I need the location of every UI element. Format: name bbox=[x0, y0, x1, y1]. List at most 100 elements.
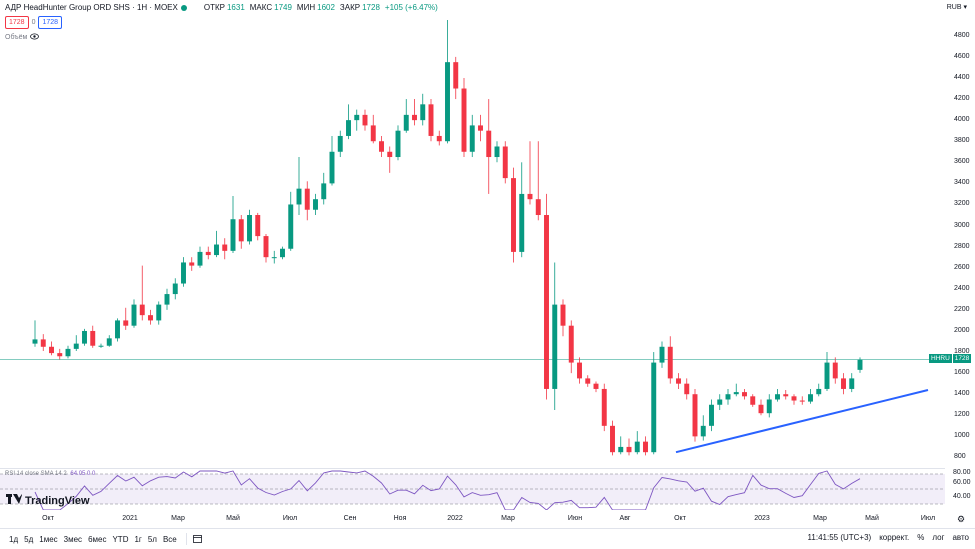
settings-gear-icon[interactable]: ⚙ bbox=[957, 514, 966, 524]
price-tick: 4600 bbox=[954, 52, 970, 60]
candle-body bbox=[362, 114, 368, 126]
price-tick: 4400 bbox=[954, 73, 970, 81]
candle-body bbox=[49, 346, 54, 354]
candle bbox=[420, 93, 426, 126]
candle bbox=[90, 325, 96, 348]
candle-body bbox=[90, 330, 96, 346]
auto-toggle[interactable]: авто bbox=[952, 533, 969, 542]
candle bbox=[354, 109, 360, 131]
candle-body bbox=[659, 346, 665, 363]
candle bbox=[841, 373, 846, 395]
candle-body bbox=[156, 304, 162, 321]
candle bbox=[725, 388, 731, 405]
volume-legend: Объём bbox=[5, 33, 40, 42]
rsi-pane[interactable] bbox=[0, 468, 945, 510]
candle-body bbox=[585, 378, 591, 384]
candle bbox=[387, 146, 393, 173]
candle-body bbox=[370, 125, 376, 142]
candle-body bbox=[519, 193, 525, 252]
candle-body bbox=[40, 339, 46, 347]
candle bbox=[519, 162, 525, 258]
close-value: 1728 bbox=[362, 3, 380, 12]
candle-body bbox=[205, 251, 211, 256]
candle bbox=[222, 238, 228, 260]
candle-body bbox=[428, 104, 434, 136]
candle-body bbox=[560, 304, 566, 326]
high-value: 1749 bbox=[274, 3, 292, 12]
candle bbox=[395, 125, 401, 161]
candle bbox=[296, 157, 302, 216]
currency-selector[interactable]: RUB ▾ bbox=[947, 3, 967, 11]
range-3m[interactable]: 3мес bbox=[63, 534, 83, 544]
rsi-line bbox=[34, 470, 861, 510]
candle-body bbox=[684, 383, 690, 395]
candle-body bbox=[742, 392, 747, 397]
candle bbox=[799, 396, 805, 405]
range-all[interactable]: Все bbox=[162, 534, 177, 544]
candle-body bbox=[552, 304, 558, 389]
price-tick: 3800 bbox=[954, 137, 970, 145]
candle-body bbox=[511, 178, 516, 252]
price-tick: 3400 bbox=[954, 179, 970, 187]
sell-button[interactable]: 1728 bbox=[5, 16, 29, 29]
candle-body bbox=[395, 130, 401, 158]
trend-line bbox=[675, 389, 929, 454]
candle bbox=[412, 99, 417, 126]
tradingview-logo[interactable]: TradingView bbox=[6, 494, 90, 507]
candle bbox=[527, 141, 533, 205]
range-6m[interactable]: 6мес bbox=[88, 534, 107, 544]
candle-body bbox=[750, 396, 756, 405]
open-label: ОТКР bbox=[203, 3, 225, 12]
range-ytd[interactable]: YTD bbox=[112, 534, 129, 544]
candle-body bbox=[618, 446, 624, 453]
candle-body bbox=[651, 362, 657, 453]
bottom-toolbar: 1д 5д 1мес 3мес 6мес YTD 1г 5л Все 11:41… bbox=[0, 528, 975, 549]
price-chart[interactable] bbox=[0, 0, 945, 468]
candle bbox=[288, 191, 294, 251]
candle-body bbox=[453, 62, 459, 89]
candle bbox=[49, 341, 54, 356]
range-1y[interactable]: 1г bbox=[134, 534, 142, 544]
volume-label: Объём bbox=[5, 34, 28, 41]
candle bbox=[73, 335, 79, 351]
change-value: +105 (+6.47%) bbox=[384, 3, 438, 12]
symbol-title[interactable]: АДР HeadHunter Group ORD SHS · 1H · MOEX bbox=[5, 3, 178, 12]
rsi-legend: RSI 14 close SMA 14 2 64.05 0 0 bbox=[5, 471, 95, 477]
candle bbox=[610, 420, 615, 456]
candle-body bbox=[354, 114, 360, 121]
range-5d[interactable]: 5д bbox=[24, 534, 34, 544]
clock-time[interactable]: 11:41:55 (UTC+3) bbox=[807, 533, 872, 542]
candle bbox=[667, 336, 673, 384]
candle bbox=[82, 328, 87, 346]
candle-body bbox=[461, 88, 467, 152]
candle-body bbox=[766, 399, 772, 414]
trade-pills: 1728 0 1728 bbox=[5, 16, 63, 29]
price-tick: 3200 bbox=[954, 200, 970, 208]
price-tick: 1400 bbox=[954, 390, 970, 398]
eye-icon[interactable] bbox=[30, 33, 40, 42]
candle-body bbox=[667, 346, 673, 379]
candle bbox=[65, 345, 71, 359]
candle bbox=[618, 436, 624, 455]
percent-toggle[interactable]: % bbox=[917, 533, 925, 542]
log-toggle[interactable]: лог bbox=[932, 533, 945, 542]
time-tick: Мар bbox=[813, 515, 827, 522]
range-5y[interactable]: 5л bbox=[147, 534, 157, 544]
candle-body bbox=[758, 404, 764, 414]
candle-body bbox=[709, 404, 714, 426]
candle bbox=[172, 278, 178, 300]
candle bbox=[271, 250, 277, 264]
candle bbox=[346, 104, 351, 140]
candle bbox=[337, 130, 343, 158]
candle-body bbox=[420, 104, 426, 121]
candle-body bbox=[247, 215, 252, 242]
candle bbox=[313, 193, 318, 216]
price-axis[interactable]: 4800 4600 4400 4200 4000 3800 3600 3400 3200 3000… bbox=[945, 0, 975, 510]
time-axis[interactable]: Окт 2021 Мар Май Июл Сен Ноя 2022 Мар Июн Авг Окт 20… bbox=[0, 510, 945, 528]
candle-body bbox=[230, 219, 236, 251]
range-1d[interactable]: 1д bbox=[9, 534, 19, 544]
calendar-icon[interactable] bbox=[192, 534, 202, 545]
range-1m[interactable]: 1мес bbox=[39, 534, 58, 544]
buy-button[interactable]: 1728 bbox=[38, 16, 63, 29]
adjust-toggle[interactable]: коррект. bbox=[879, 533, 910, 542]
